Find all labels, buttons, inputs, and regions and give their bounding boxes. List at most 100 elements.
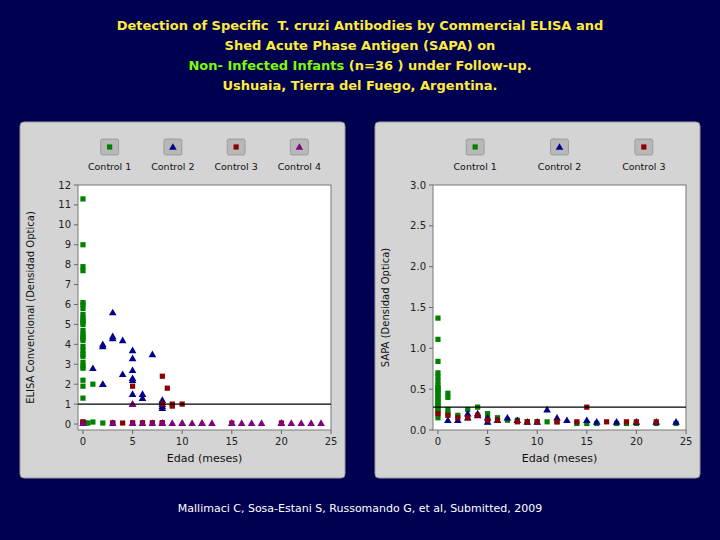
point <box>504 414 512 421</box>
y-tick-label: 6 <box>65 299 71 310</box>
point <box>613 418 621 425</box>
point <box>80 354 85 359</box>
legend-item: Control 3 <box>622 139 665 172</box>
y-tick-label: 5 <box>65 319 71 330</box>
y-tick-label: 1.5 <box>410 302 426 313</box>
x-tick-label: 5 <box>129 436 135 447</box>
x-tick <box>636 430 637 434</box>
point <box>79 419 87 426</box>
citation: Mallimaci C, Sosa-Estani S, Russomando G… <box>178 502 542 515</box>
point <box>188 419 196 426</box>
figure: Detection of Specific T. cruzi Antibodie… <box>0 0 720 540</box>
legend-label: Control 4 <box>278 161 321 172</box>
x-axis-label: Edad (meses) <box>522 452 597 465</box>
point <box>165 386 170 391</box>
y-tick-label: 3.0 <box>410 180 426 191</box>
plot-frame <box>433 185 686 430</box>
point <box>515 419 520 424</box>
y-tick <box>74 364 78 365</box>
point <box>583 416 591 423</box>
plot-area <box>78 196 331 426</box>
y-axis-label: SAPA (Densidad Optica) <box>380 248 391 367</box>
legend-swatch-box <box>101 139 119 155</box>
y-tick <box>74 185 78 186</box>
y-tick-label: 2.5 <box>410 220 426 231</box>
y-tick-label: 4 <box>65 339 71 350</box>
point <box>535 419 540 424</box>
point <box>149 351 157 358</box>
legend-item: Control 1 <box>453 139 496 172</box>
point <box>129 347 137 354</box>
x-tick <box>537 430 538 434</box>
point <box>654 419 659 424</box>
point <box>139 419 147 426</box>
y-tick-label: 0 <box>65 419 71 430</box>
point <box>109 419 117 426</box>
x-tick-label: 15 <box>580 436 593 447</box>
x-tick-label: 25 <box>680 436 693 447</box>
x-tick <box>586 430 587 434</box>
point <box>100 420 105 425</box>
point <box>258 419 266 426</box>
point <box>672 418 680 425</box>
x-tick-label: 0 <box>435 436 441 447</box>
legend-item: Control 4 <box>278 139 321 172</box>
x-tick-label: 15 <box>225 436 238 447</box>
panel-background <box>375 122 700 478</box>
point <box>652 418 660 425</box>
point <box>80 242 85 247</box>
point <box>248 419 256 426</box>
point <box>198 419 206 426</box>
title-line: Ushuaia, Tierra del Fuego, Argentina. <box>222 78 497 93</box>
y-tick <box>429 307 433 308</box>
x-tick-label: 25 <box>325 436 338 447</box>
y-tick <box>429 389 433 390</box>
legend-item: Control 1 <box>88 139 131 172</box>
x-tick <box>132 430 133 434</box>
y-tick <box>74 204 78 205</box>
legend-swatch-box <box>227 139 245 155</box>
legend-marker <box>296 143 304 150</box>
plot-background <box>433 185 686 430</box>
point <box>288 419 296 426</box>
point <box>228 419 236 426</box>
y-tick <box>429 348 433 349</box>
x-tick-label: 20 <box>275 436 288 447</box>
legend-swatch-box <box>551 139 569 155</box>
title-line: Detection of Specific T. cruzi Antibodie… <box>117 18 604 33</box>
point <box>80 306 85 311</box>
cutoff-line <box>78 404 331 405</box>
y-tick <box>74 264 78 265</box>
y-tick <box>74 344 78 345</box>
legend-item: Control 3 <box>214 139 257 172</box>
y-tick-label: 1 <box>65 399 71 410</box>
point <box>633 418 641 425</box>
y-tick <box>74 224 78 225</box>
point <box>90 382 95 387</box>
x-tick-label: 20 <box>630 436 643 447</box>
point <box>160 374 165 379</box>
y-tick-label: 0.5 <box>410 384 426 395</box>
y-tick <box>74 284 78 285</box>
point <box>198 419 206 426</box>
legend-label: Control 3 <box>622 161 665 172</box>
x-tick-label: 10 <box>176 436 189 447</box>
point <box>80 322 85 327</box>
point <box>80 196 85 201</box>
point <box>109 335 117 342</box>
y-tick-label: 12 <box>58 180 71 191</box>
y-tick <box>429 266 433 267</box>
legend-label: Control 2 <box>151 161 194 172</box>
legend-item: Control 2 <box>151 139 194 172</box>
point <box>494 416 502 423</box>
legend-swatch-box <box>635 139 653 155</box>
point <box>435 411 440 416</box>
y-tick-label: 2.0 <box>410 261 426 272</box>
point <box>523 418 531 425</box>
point <box>525 419 530 424</box>
point <box>475 413 480 418</box>
point <box>178 419 186 426</box>
y-tick <box>74 424 78 425</box>
plot-frame <box>78 185 331 430</box>
point <box>445 395 450 400</box>
